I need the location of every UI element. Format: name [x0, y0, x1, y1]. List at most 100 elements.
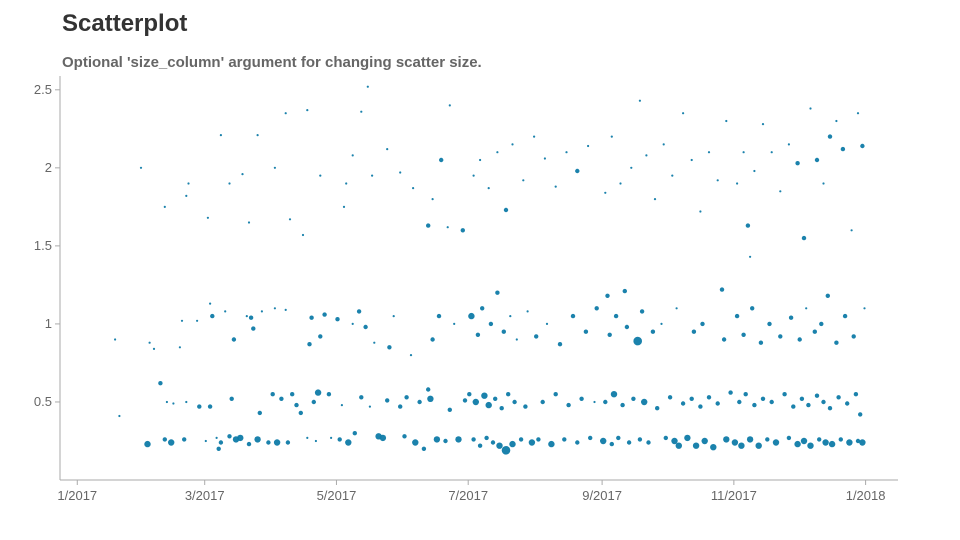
x-tick-label: 7/2017 [448, 488, 488, 503]
scatter-point [392, 315, 395, 318]
scatter-point [787, 143, 791, 146]
scatter-point [624, 324, 630, 330]
scatter-point [639, 309, 645, 314]
scatter-point [671, 437, 678, 445]
scatter-point [706, 395, 712, 400]
scatter-point [439, 157, 444, 163]
scatter-point [493, 396, 498, 401]
scatter-point [180, 319, 184, 322]
scatter-point [148, 341, 151, 344]
scatter-point [421, 446, 427, 451]
scatter-point [799, 396, 805, 401]
scatter-point [488, 321, 494, 327]
scatter-point [607, 332, 612, 337]
scatter-point [471, 437, 476, 442]
scatter-point [721, 337, 727, 342]
scatter-point [447, 407, 452, 412]
scatter-point [646, 440, 651, 445]
scatter-point [485, 401, 492, 409]
scatter-point [512, 399, 517, 405]
scatter-point [247, 221, 251, 224]
scatter-point [522, 179, 525, 182]
scatter-point [360, 110, 363, 113]
scatter-point [786, 435, 792, 441]
scatter-point [707, 151, 711, 154]
scatter-point [743, 392, 748, 397]
scatter-point [187, 182, 190, 185]
scatter-point [467, 392, 472, 397]
scatter-point [273, 166, 276, 169]
scatter-point [819, 321, 824, 327]
scatter-point [534, 334, 539, 339]
scatter-point [853, 392, 859, 397]
x-tick-label: 3/2017 [185, 488, 225, 503]
scatter-point [723, 436, 730, 443]
scatter-point [788, 315, 794, 320]
scatter-point [746, 436, 754, 443]
scatter-point [528, 439, 536, 446]
scatter-point [503, 207, 509, 213]
scatter-point [340, 404, 343, 407]
scatter-point [204, 439, 207, 443]
chart-subtitle: Optional 'size_column' argument for chan… [62, 54, 482, 71]
scatter-point [431, 198, 434, 201]
scatter-point [363, 324, 368, 330]
scatter-point [241, 173, 244, 176]
scatter-point [814, 393, 820, 398]
scatter-point [817, 437, 822, 442]
scatter-point [562, 437, 567, 442]
scatter-point [206, 216, 209, 219]
scatter-point [294, 402, 299, 408]
scatter-point [797, 337, 802, 342]
scatter-point [158, 381, 163, 386]
scatter-point [655, 406, 660, 411]
scatter-point [301, 233, 305, 237]
scatter-point [749, 255, 752, 258]
scatter-point [840, 146, 846, 152]
scatter-point [684, 434, 691, 442]
x-tick-label: 11/2017 [711, 488, 757, 503]
scatter-point [731, 439, 739, 446]
scatter-point [182, 437, 187, 442]
scatter-point [515, 338, 518, 341]
scatter-point [270, 392, 275, 397]
scatter-point [314, 389, 322, 396]
scatter-point [448, 104, 451, 107]
scatter-point [689, 396, 694, 401]
scatter-point [653, 198, 657, 201]
scatter-point [342, 205, 346, 208]
scatter-point [455, 436, 462, 443]
scatter-point [835, 119, 838, 123]
scatter-point [750, 306, 755, 311]
scatter-point [719, 287, 725, 292]
scatter-point [412, 187, 415, 190]
scatter-point [778, 334, 783, 339]
scatter-point [692, 442, 700, 449]
scatter-point [114, 338, 117, 341]
scatter-point [737, 399, 742, 405]
scatter-point [326, 392, 332, 397]
scatter-point [605, 293, 610, 298]
scatter-point [851, 334, 856, 339]
y-tick-label: 1 [45, 316, 52, 331]
scatter-point [285, 440, 291, 445]
scatter-point [501, 446, 511, 455]
scatter-point [368, 405, 371, 408]
scatter-point [481, 392, 488, 399]
scatter-point [620, 402, 625, 408]
scatter-point [404, 395, 409, 400]
scatter-point [231, 337, 237, 342]
scatter-point [446, 226, 449, 229]
scatter-point [218, 440, 224, 445]
scatter-point [210, 313, 215, 319]
scatter-point [626, 440, 632, 445]
scatter-point [359, 395, 364, 400]
scatter-point [472, 174, 475, 177]
scatter-point [587, 144, 590, 148]
x-tick-label: 5/2017 [317, 488, 357, 503]
scatter-point [772, 439, 780, 446]
scatter-point [298, 410, 303, 416]
scatter-point [675, 307, 678, 310]
scatter-point [172, 402, 175, 405]
scatter-point [619, 182, 622, 185]
